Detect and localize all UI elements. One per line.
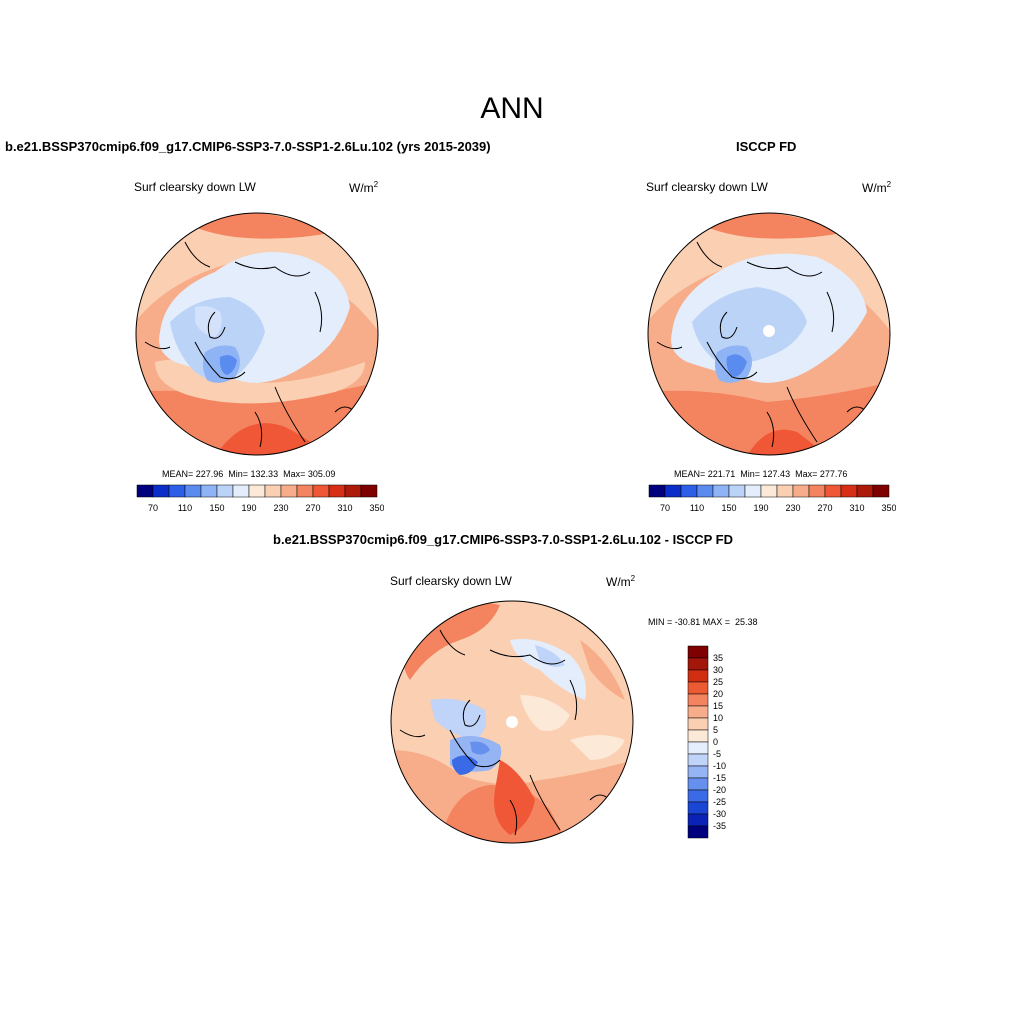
- colorbar-tick-label: -15: [713, 773, 726, 783]
- colorbar-swatch: [687, 681, 709, 695]
- colorbar-swatch: [328, 484, 346, 498]
- main-title: ANN: [480, 92, 544, 125]
- colorbar-swatch: [200, 484, 218, 498]
- colorbar-swatch: [687, 693, 709, 707]
- colorbar-tick-label: 230: [273, 503, 288, 513]
- colorbar-tick-label: 270: [305, 503, 320, 513]
- panel3-colorbar: 35 30 25 20 15 10 5 0 -5 -10 -15 -20 -25 -30 -35: [687, 645, 726, 839]
- colorbar-tick-label: 70: [148, 503, 158, 513]
- panel3-title: b.e21.BSSP370cmip6.f09_g17.CMIP6-SSP3-7.…: [273, 532, 734, 547]
- panel1-variable-label: Surf clearsky down LW: [134, 180, 256, 194]
- colorbar-swatch: [248, 484, 266, 498]
- colorbar-swatch: [687, 657, 709, 671]
- colorbar-swatch: [808, 484, 826, 498]
- colorbar-swatch: [824, 484, 842, 498]
- colorbar-swatch: [264, 484, 282, 498]
- colorbar-swatch: [687, 813, 709, 827]
- colorbar-tick-label: 0: [713, 737, 718, 747]
- colorbar-swatch: [296, 484, 314, 498]
- colorbar-tick-label: 350: [881, 503, 896, 513]
- colorbar-swatch: [184, 484, 202, 498]
- colorbar-tick-label: 35: [713, 653, 723, 663]
- colorbar-tick-label: -35: [713, 821, 726, 831]
- colorbar-tick-label: 230: [785, 503, 800, 513]
- panel3-variable-label: Surf clearsky down LW: [390, 574, 512, 588]
- colorbar-swatch: [776, 484, 794, 498]
- colorbar-tick-label: 5: [713, 725, 718, 735]
- colorbar-swatch: [687, 765, 709, 779]
- panel3-polar-map: [390, 600, 634, 844]
- colorbar-swatch: [872, 484, 890, 498]
- colorbar-swatch: [344, 484, 362, 498]
- colorbar-tick-label: 10: [713, 713, 723, 723]
- colorbar-swatch: [728, 484, 746, 498]
- colorbar-swatch: [744, 484, 762, 498]
- colorbar-swatch: [687, 741, 709, 755]
- colorbar-tick-label: 20: [713, 689, 723, 699]
- colorbar-tick-label: 190: [241, 503, 256, 513]
- colorbar-swatch: [687, 729, 709, 743]
- colorbar-swatch: [280, 484, 298, 498]
- colorbar-tick-label: -20: [713, 785, 726, 795]
- colorbar-swatch: [312, 484, 330, 498]
- colorbar-swatch: [687, 705, 709, 719]
- panel1-stats: MEAN= 227.96 Min= 132.33 Max= 305.09: [162, 469, 336, 479]
- colorbar-swatch: [152, 484, 170, 498]
- colorbar-tick-label: 310: [849, 503, 864, 513]
- colorbar-tick-label: 70: [660, 503, 670, 513]
- panel3-units: W/m2: [606, 574, 636, 589]
- colorbar-swatch: [712, 484, 730, 498]
- colorbar-tick-label: 110: [690, 503, 704, 513]
- colorbar-swatch: [168, 484, 186, 498]
- panel1-colorbar: 70 110 150 190 230 270 310 350: [136, 484, 384, 513]
- colorbar-swatch: [360, 484, 378, 498]
- colorbar-swatch: [760, 484, 778, 498]
- colorbar-tick-label: 25: [713, 677, 723, 687]
- colorbar-swatch: [687, 801, 709, 815]
- panel1-units: W/m2: [349, 180, 379, 195]
- colorbar-swatch: [687, 669, 709, 683]
- colorbar-tick-label: 30: [713, 665, 723, 675]
- colorbar-swatch: [696, 484, 714, 498]
- colorbar-swatch: [687, 753, 709, 767]
- panel2-colorbar: 70 110 150 190 230 270 310 350: [648, 484, 896, 513]
- colorbar-swatch: [792, 484, 810, 498]
- colorbar-tick-label: 150: [721, 503, 736, 513]
- colorbar-swatch: [856, 484, 874, 498]
- panel2-polar-map: [647, 212, 891, 456]
- colorbar-tick-label: 110: [178, 503, 192, 513]
- colorbar-swatch: [664, 484, 682, 498]
- colorbar-tick-label: -25: [713, 797, 726, 807]
- colorbar-tick-label: -5: [713, 749, 721, 759]
- colorbar-tick-label: 310: [337, 503, 352, 513]
- panel2-title: ISCCP FD: [736, 139, 797, 154]
- panel2-stats: MEAN= 221.71 Min= 127.43 Max= 277.76: [674, 469, 848, 479]
- panel2-units: W/m2: [862, 180, 892, 195]
- colorbar-tick-label: 270: [817, 503, 832, 513]
- panel1-title: b.e21.BSSP370cmip6.f09_g17.CMIP6-SSP3-7.…: [5, 139, 491, 154]
- colorbar-swatch: [687, 777, 709, 791]
- colorbar-swatch: [687, 645, 709, 659]
- colorbar-swatch: [687, 789, 709, 803]
- colorbar-swatch: [680, 484, 698, 498]
- colorbar-swatch: [232, 484, 250, 498]
- colorbar-swatch: [687, 825, 709, 839]
- colorbar-tick-label: 190: [753, 503, 768, 513]
- colorbar-swatch: [687, 717, 709, 731]
- colorbar-tick-label: 150: [209, 503, 224, 513]
- panel2-variable-label: Surf clearsky down LW: [646, 180, 768, 194]
- colorbar-swatch: [136, 484, 154, 498]
- colorbar-swatch: [648, 484, 666, 498]
- colorbar-tick-label: 15: [713, 701, 723, 711]
- colorbar-tick-label: -10: [713, 761, 726, 771]
- colorbar-tick-label: -30: [713, 809, 726, 819]
- panel1-polar-map: [135, 212, 379, 456]
- colorbar-swatch: [216, 484, 234, 498]
- colorbar-tick-label: 350: [369, 503, 384, 513]
- panel3-stats: MIN = -30.81 MAX = 25.38: [648, 617, 758, 627]
- colorbar-swatch: [840, 484, 858, 498]
